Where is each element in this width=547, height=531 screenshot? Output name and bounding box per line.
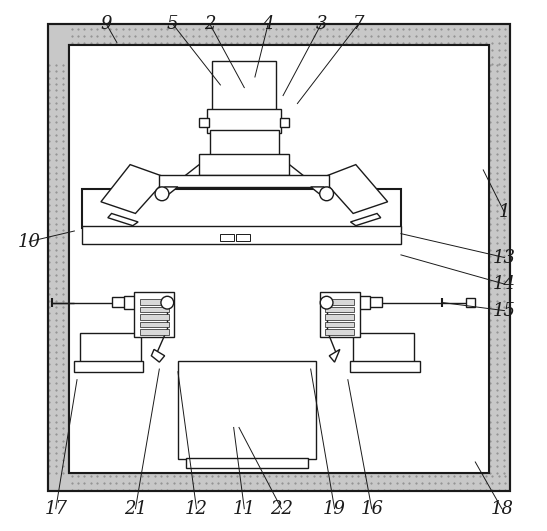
Polygon shape xyxy=(321,165,388,213)
Bar xyxy=(48,24,510,491)
Polygon shape xyxy=(152,349,165,362)
Text: 10: 10 xyxy=(18,233,40,251)
Bar xyxy=(325,329,354,335)
Bar xyxy=(139,299,169,305)
Text: 15: 15 xyxy=(493,302,516,320)
Bar xyxy=(325,322,354,327)
Bar xyxy=(48,24,510,491)
Bar xyxy=(353,333,414,362)
Text: 17: 17 xyxy=(44,500,67,518)
Bar xyxy=(325,299,354,305)
Bar xyxy=(220,234,234,241)
Bar xyxy=(351,361,420,372)
Polygon shape xyxy=(165,187,178,198)
Bar xyxy=(369,297,382,307)
Circle shape xyxy=(155,187,169,201)
Text: 1: 1 xyxy=(499,203,510,221)
Text: 19: 19 xyxy=(323,500,346,518)
Polygon shape xyxy=(311,187,324,198)
Text: 7: 7 xyxy=(353,15,364,33)
Circle shape xyxy=(319,187,334,201)
Text: 16: 16 xyxy=(360,500,383,518)
Bar xyxy=(210,130,279,157)
Bar xyxy=(69,45,488,473)
Bar xyxy=(159,175,329,187)
Bar xyxy=(83,226,401,244)
Circle shape xyxy=(161,296,173,309)
Bar xyxy=(280,118,289,127)
Polygon shape xyxy=(329,349,340,362)
Bar xyxy=(139,322,169,327)
Polygon shape xyxy=(351,213,381,226)
Bar xyxy=(80,333,141,362)
Bar xyxy=(465,298,475,307)
Bar xyxy=(139,329,169,335)
Bar xyxy=(319,292,359,337)
Bar xyxy=(178,361,316,459)
Text: 11: 11 xyxy=(233,500,256,518)
Bar xyxy=(69,45,488,473)
Text: 4: 4 xyxy=(263,15,274,33)
Bar xyxy=(83,189,401,228)
Bar xyxy=(325,314,354,320)
Bar xyxy=(199,154,289,175)
Text: 3: 3 xyxy=(316,15,327,33)
Bar xyxy=(236,234,249,241)
Text: 14: 14 xyxy=(493,275,516,293)
Bar xyxy=(325,307,354,312)
Text: 12: 12 xyxy=(185,500,208,518)
Bar xyxy=(135,292,174,337)
Bar xyxy=(199,118,209,127)
Bar xyxy=(186,458,308,468)
Polygon shape xyxy=(101,165,167,213)
Polygon shape xyxy=(108,213,138,226)
Text: 9: 9 xyxy=(101,15,112,33)
Bar xyxy=(139,314,169,320)
Text: 13: 13 xyxy=(493,249,516,267)
Text: 5: 5 xyxy=(167,15,178,33)
Text: 18: 18 xyxy=(490,500,513,518)
Circle shape xyxy=(320,296,333,309)
Bar xyxy=(112,297,125,307)
Bar xyxy=(358,296,370,309)
Bar xyxy=(124,296,136,309)
Text: 2: 2 xyxy=(204,15,216,33)
Bar xyxy=(74,361,143,372)
Bar xyxy=(212,61,276,112)
Text: 21: 21 xyxy=(124,500,147,518)
Text: 22: 22 xyxy=(270,500,293,518)
Bar xyxy=(139,307,169,312)
Bar xyxy=(207,109,282,133)
